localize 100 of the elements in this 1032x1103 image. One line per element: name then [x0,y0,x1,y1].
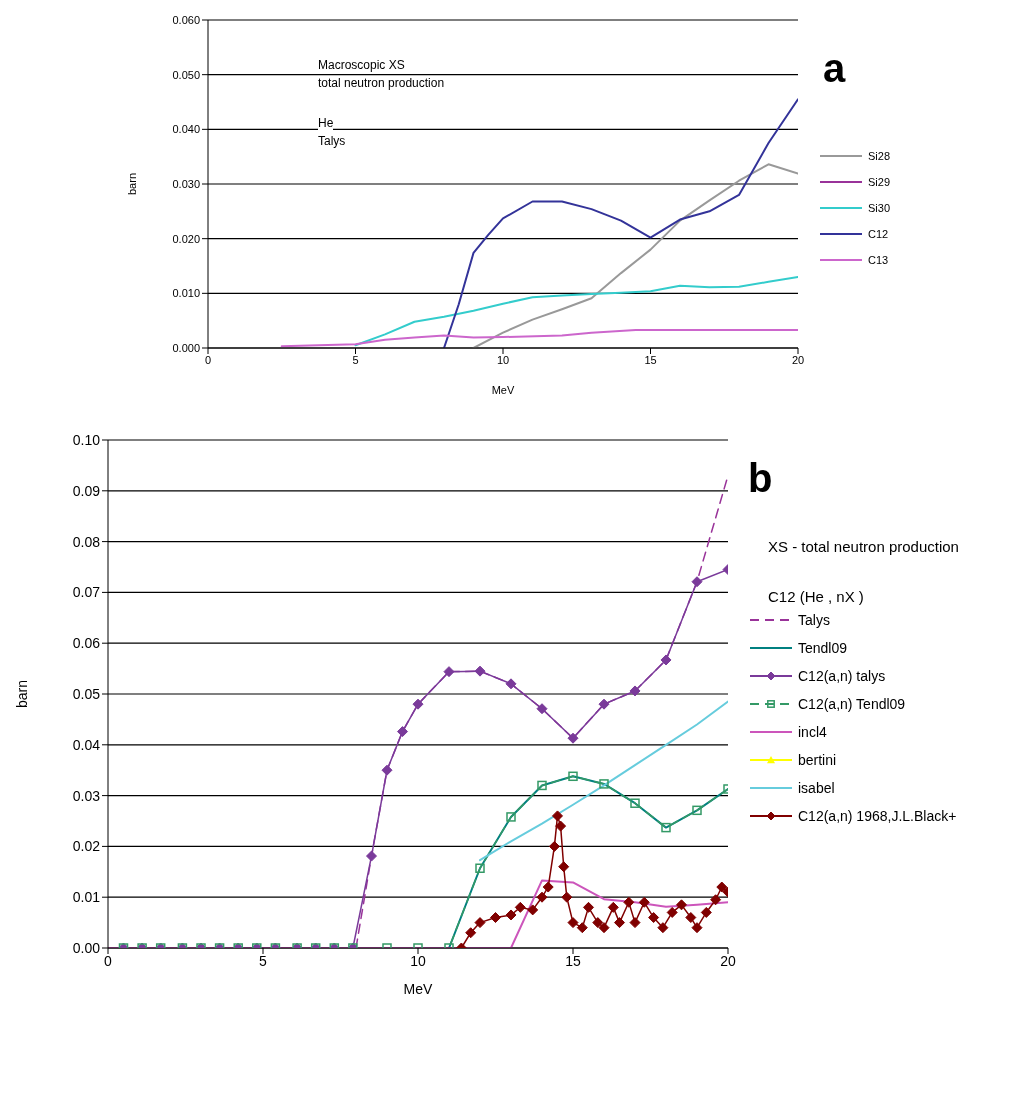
point [598,698,610,710]
x-axis-title: MeV [491,384,515,396]
y-tick-label: 0.000 [172,341,200,354]
point [661,822,671,833]
point [542,881,554,893]
line-series [472,163,798,348]
legend-label: bertini [798,752,837,768]
y-tick-label: 0.08 [72,533,101,550]
x-tick-label: 10 [496,353,510,366]
y-tick-label: 0.10 [72,431,101,448]
point [514,901,526,913]
y-tick-label: 0.09 [72,482,101,499]
point [583,901,594,913]
point [561,891,573,903]
point [366,850,377,862]
point [638,896,650,908]
text: C12 (He , nX ) [768,588,864,606]
point [475,863,485,873]
point [648,912,660,924]
legend-label: C12 [868,228,889,240]
chart-title: b [748,456,773,500]
legend-label: C13 [868,254,889,266]
point [397,726,408,738]
y-tick-label: 0.01 [72,889,101,906]
point [568,771,578,782]
y-tick-label: 0.05 [72,685,101,702]
y-tick-label: 0.030 [172,177,200,190]
point [629,917,641,929]
y-tick-label: 0.020 [172,232,200,245]
y-tick-label: 0.07 [72,584,101,601]
point [474,917,486,929]
y-tick-label: 0.03 [72,787,101,804]
x-axis-title: MeV [403,981,434,997]
point [657,922,669,934]
point [558,861,570,873]
point [527,904,539,916]
point [700,906,712,918]
text: XS - total neutron production [768,538,959,556]
point [567,732,579,744]
annotation: Macroscopic XS [318,58,405,73]
y-tick-label: 0.00 [72,939,101,956]
line-series [443,98,798,348]
x-tick-label: 15 [565,952,581,969]
y-tick-label: 0.06 [72,635,101,652]
point [555,820,567,832]
y-axis-title: barn [13,679,30,709]
point [599,779,609,789]
point [567,917,579,929]
point [692,805,702,816]
point [598,922,610,934]
point [710,894,722,906]
x-tick-label: 5 [259,952,268,969]
legend-label: Si28 [868,150,891,162]
point [490,912,501,924]
legend-label: C12(a,n) talys [798,668,886,684]
point [536,703,548,715]
point [716,881,728,893]
x-tick-label: 15 [644,353,657,366]
annotation: He [318,116,334,131]
line-series [479,700,728,862]
point [607,901,619,913]
x-tick-label: 5 [352,353,359,366]
annotation: Talys [318,134,346,149]
y-axis-title: barn [125,172,138,196]
legend-label: Si30 [868,202,891,214]
point [623,896,635,908]
y-tick-label: 0.04 [72,736,101,753]
legend-label: isabel [798,780,835,796]
point [537,780,547,791]
legend-label: C12(a,n) 1968,J.L.Black+ [798,808,957,824]
legend-label: Tendl09 [798,640,848,656]
point [552,810,563,822]
line-series [354,275,798,347]
legend-label: C12(a,n) Tendl09 [798,696,906,712]
x-tick-label: 10 [410,952,426,969]
point [576,922,588,934]
legend-label: Talys [798,612,830,628]
point [676,899,687,911]
point [443,666,455,678]
y-tick-label: 0.040 [172,123,200,136]
x-tick-label: 20 [791,353,805,366]
line-series [280,328,798,348]
point [505,909,517,921]
point [592,917,604,929]
point [548,840,560,852]
y-tick-label: 0.050 [172,68,200,81]
x-tick-label: 0 [204,353,212,366]
y-tick-label: 0.060 [172,13,200,26]
point [660,654,672,666]
point [614,917,625,929]
legend-label: Si29 [868,176,891,188]
annotation: total neutron production [318,76,445,91]
point [630,798,640,808]
point [629,685,641,697]
point [465,927,477,939]
y-tick-label: 0.02 [72,838,101,855]
point [474,665,486,677]
point [412,698,424,710]
text: a [823,46,846,90]
point [506,812,516,822]
